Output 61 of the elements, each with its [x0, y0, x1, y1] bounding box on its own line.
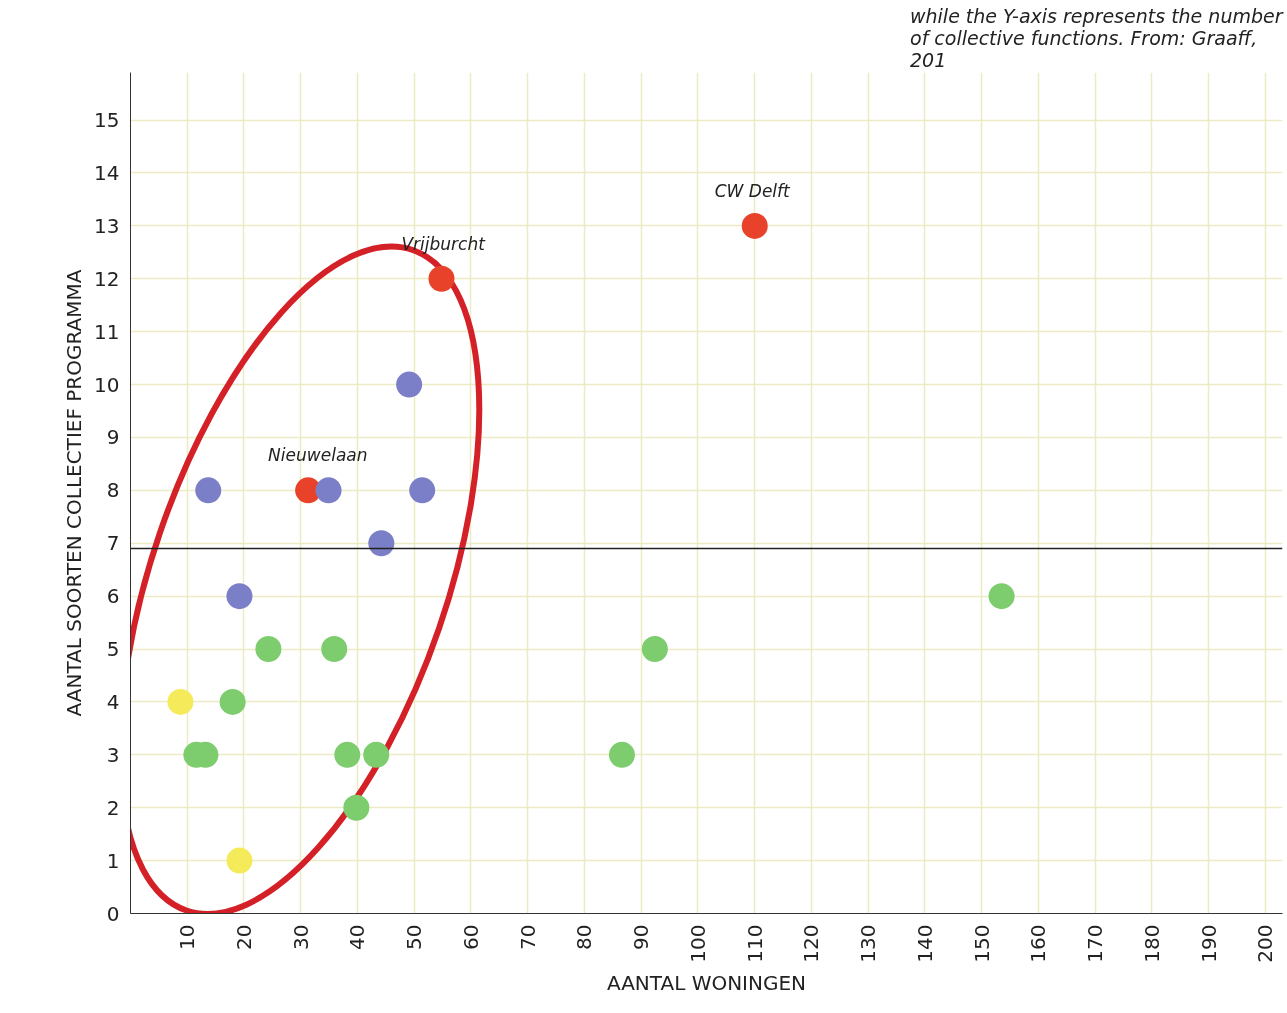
x-tick-label: 160: [1026, 924, 1051, 963]
point: [315, 477, 342, 504]
y-tick-label: 14: [94, 161, 120, 185]
y-tick-label: 0: [106, 901, 120, 926]
x-tick-label: 20: [232, 924, 256, 950]
y-tick-label: 3: [106, 742, 120, 767]
y-tick-label: 8: [106, 478, 120, 503]
point: [219, 688, 246, 715]
x-tick-label: 100: [685, 924, 710, 963]
point: [363, 741, 390, 768]
x-tick-label: 170: [1083, 924, 1108, 963]
point: [167, 688, 194, 715]
x-tick-label: 140: [912, 924, 937, 963]
annotation: CW Delft: [714, 180, 792, 201]
point: [226, 583, 253, 610]
x-axis-title: AANTAL WONINGEN: [606, 970, 807, 995]
point: [368, 530, 395, 557]
x-tick-label: 130: [856, 924, 881, 963]
annotation: Nieuwelaan: [268, 445, 368, 466]
point: [409, 477, 436, 504]
point: [608, 741, 635, 768]
y-tick-label: 4: [106, 689, 120, 714]
x-tick-label: 150: [969, 924, 994, 963]
y-tick-label: 11: [94, 319, 120, 344]
x-tick-label: 50: [402, 924, 427, 950]
x-tick-label: 10: [175, 924, 200, 950]
y-tick-label: 10: [94, 372, 120, 397]
x-tick-label: 200: [1253, 924, 1278, 963]
y-tick-label: 6: [106, 584, 120, 609]
x-tick-label: 70: [515, 924, 540, 950]
x-tick-label: 90: [629, 924, 654, 950]
point: [641, 636, 668, 663]
y-tick-label: 1: [106, 848, 120, 873]
text: while the Y-axis represents the number of collective functions. From: Graaff, 201: [910, 4, 1284, 71]
point: [343, 794, 370, 821]
point: [988, 583, 1015, 610]
annotation: Vrijburcht: [401, 233, 487, 254]
x-tick-label: 190: [1196, 924, 1221, 963]
y-tick-label: 12: [94, 266, 120, 291]
point: [396, 371, 423, 398]
y-tick-label: 13: [94, 213, 120, 238]
x-tick-label: 80: [572, 924, 597, 950]
point: [334, 741, 361, 768]
y-tick-label: 9: [106, 425, 120, 450]
y-axis-title: AANTAL SOORTEN COLLECTIEF PROGRAMMA: [62, 269, 87, 717]
point: [428, 265, 455, 292]
point: [321, 636, 348, 663]
point: [226, 847, 253, 874]
x-tick-label: 40: [345, 924, 370, 950]
x-tick-label: 120: [799, 924, 824, 963]
point: [741, 212, 768, 239]
point: [255, 636, 282, 663]
y-tick-label: 2: [106, 795, 120, 820]
x-tick-label: 180: [1139, 924, 1164, 963]
x-tick-label: 30: [288, 924, 313, 950]
x-tick-label: 60: [458, 924, 483, 950]
x-tick-label: 110: [742, 924, 767, 963]
point: [195, 477, 222, 504]
y-tick-label: 5: [106, 637, 120, 662]
y-tick-label: 7: [106, 531, 120, 556]
y-tick-label: 15: [94, 108, 120, 133]
